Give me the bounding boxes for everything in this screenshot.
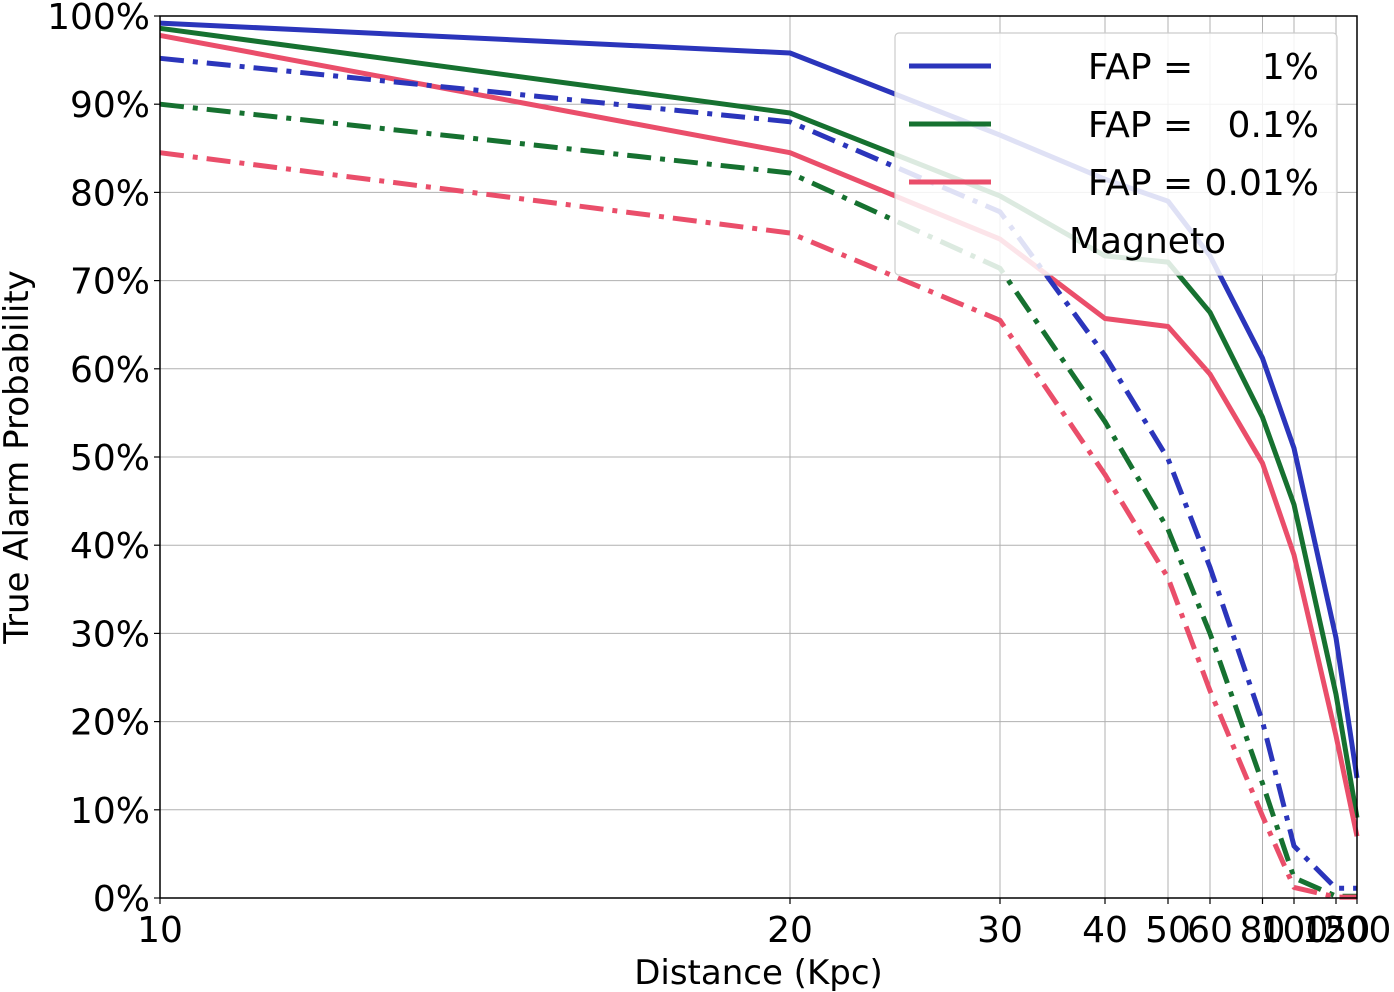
y-tick-label: 60% [70, 350, 150, 391]
x-tick-label: 200 [1323, 910, 1392, 951]
x-tick-label: 20 [767, 910, 813, 951]
legend-label: FAP = 0.01% [1088, 163, 1319, 204]
x-tick-label: 80 [1240, 910, 1286, 951]
x-tick-label: 150 [1302, 910, 1371, 951]
y-tick-label: 30% [70, 614, 150, 655]
series-line-6 [159, 150, 1357, 900]
x-tick-label: 60 [1187, 910, 1233, 951]
legend: FAP = 1% FAP = 0.1% FAP = 0.01% Magneto [894, 32, 1338, 276]
y-tick-labels: 0% 10% 20% 30% 40% 50% 60% 70% 80% 90% 100% [47, 0, 160, 920]
x-tick-label: 10 [137, 910, 183, 951]
legend-label: FAP = 1% [1088, 47, 1319, 88]
y-tick-label: 70% [70, 262, 150, 303]
y-tick-label: 80% [70, 173, 150, 214]
y-axis-title: True Alarm Probability [0, 270, 37, 645]
legend-label: FAP = 0.1% [1088, 105, 1319, 146]
y-tick-label: 90% [70, 85, 150, 126]
x-tick-label: 100 [1260, 910, 1329, 951]
y-tick-label: 40% [70, 526, 150, 567]
x-axis-title: Distance (Kpc) [634, 953, 883, 992]
x-tick-label: 30 [977, 910, 1023, 951]
series-line-4 [159, 55, 1357, 891]
series-line-5 [159, 101, 1357, 899]
y-tick-label: 100% [47, 0, 150, 38]
y-tick-label: 20% [70, 703, 150, 744]
y-tick-label: 0% [93, 879, 150, 920]
legend-box [894, 32, 1338, 276]
y-tick-label: 10% [70, 791, 150, 832]
legend-label: Magneto [1069, 221, 1226, 262]
y-tick-label: 50% [70, 438, 150, 479]
x-tick-label: 50 [1145, 910, 1191, 951]
x-tick-label: 40 [1082, 910, 1128, 951]
